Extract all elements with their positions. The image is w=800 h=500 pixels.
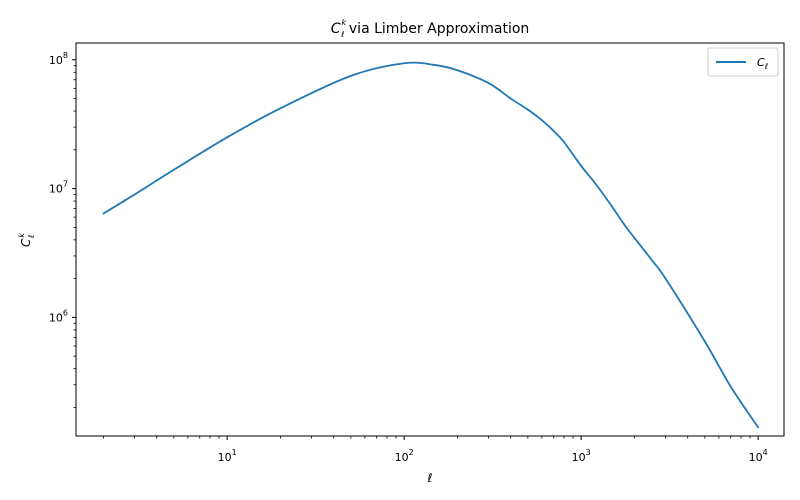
- legend: Cℓ: [707, 47, 779, 77]
- x-tick-label-1: 102: [395, 448, 414, 464]
- x-tick-label-3: 104: [749, 448, 768, 464]
- series-0-point-2: [172, 168, 175, 171]
- series-0-point-17: [611, 206, 614, 208]
- legend-name: C: [757, 56, 765, 69]
- series-0-point-15: [580, 165, 583, 167]
- title-main: C: [331, 21, 341, 37]
- y-axis-label: Ckℓ: [17, 233, 36, 247]
- y-tick-label-1: 107: [49, 180, 68, 196]
- series-0-point-6: [403, 62, 406, 65]
- series-0-point-20: [664, 277, 667, 280]
- chart-title: Ck ℓ via Limber Approximation: [331, 18, 530, 39]
- series-0-point-13: [552, 130, 555, 132]
- series-0-point-5: [349, 74, 352, 77]
- series-0-point-19: [650, 258, 653, 261]
- axes-frame: [75, 42, 785, 437]
- series-0-point-16: [594, 182, 597, 185]
- series-0-point-0: [102, 212, 105, 215]
- series-0-point-8: [456, 69, 459, 72]
- y-tick-label-2: 108: [49, 51, 68, 67]
- y-label-main: C: [19, 238, 33, 247]
- legend-label: Cℓ: [757, 56, 768, 71]
- y-tick-label-0: 106: [49, 308, 68, 324]
- legend-sub: ℓ: [764, 62, 768, 71]
- series-0-point-21: [703, 340, 706, 343]
- series-0-point-9: [487, 82, 490, 84]
- series-0-point-18: [625, 226, 628, 229]
- series-0-point-4: [279, 107, 282, 110]
- series-0-point-14: [563, 141, 565, 143]
- x-axis-label: ℓ: [427, 471, 433, 485]
- x-tick-label-0: 101: [218, 448, 237, 464]
- series-0-point-1: [133, 193, 136, 196]
- series-0-point-7: [434, 64, 437, 66]
- series-line-0: [102, 61, 759, 428]
- y-label-sub: ℓ: [27, 235, 36, 239]
- title-sup: k: [341, 18, 346, 27]
- series-0-point-10: [509, 97, 512, 100]
- title-sub: ℓ: [340, 30, 344, 39]
- series-0-point-23: [757, 426, 760, 429]
- series-0-point-3: [226, 136, 229, 139]
- series-0-point-12: [540, 119, 543, 122]
- title-rest: via Limber Approximation: [344, 21, 529, 37]
- series-0-point-22: [729, 385, 732, 388]
- y-label-sup: k: [17, 233, 26, 238]
- x-tick-label-2: 103: [572, 448, 591, 464]
- series-0-point-11: [526, 108, 529, 111]
